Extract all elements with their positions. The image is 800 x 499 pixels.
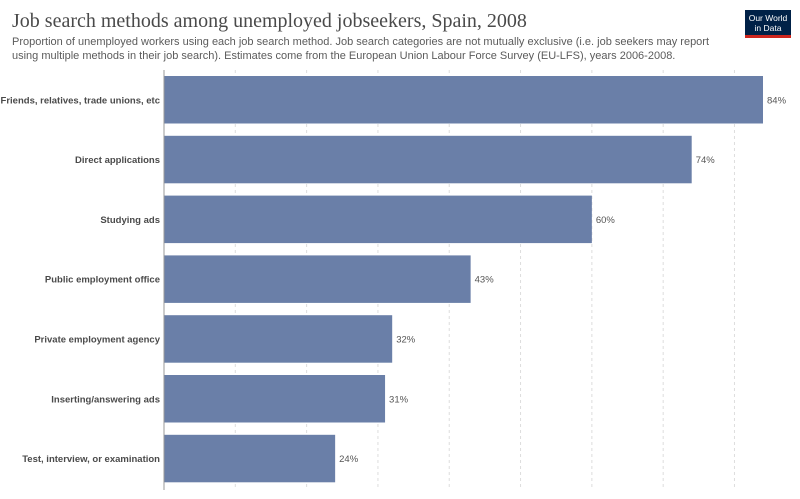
value-label: 60% [596,215,616,226]
category-label: Inserting/answering ads [51,394,160,405]
value-label: 84% [767,95,787,106]
value-label: 24% [339,454,359,465]
value-label: 32% [396,334,416,345]
chart-subtitle: Proportion of unemployed workers using e… [12,36,710,62]
owid-logo[interactable]: Our World in Data [745,10,791,38]
value-label: 74% [696,155,716,166]
category-label: Private employment agency [34,334,160,345]
category-label: Test, interview, or examination [22,454,160,465]
logo-line-1: Our World [748,13,788,23]
bar [164,76,763,124]
logo-line-2: in Data [754,23,782,33]
bar [164,135,692,184]
category-label: Direct applications [75,155,160,166]
bar [164,434,336,483]
category-label: Studying ads [100,215,160,226]
bar [164,315,393,363]
chart-title: Job search methods among unemployed jobs… [12,10,527,32]
value-label: 31% [389,394,409,405]
category-label: Friends, relatives, trade unions, etc [1,95,160,106]
bar [164,375,386,423]
chart-header: Job search methods among unemployed jobs… [12,8,712,63]
bar [164,255,471,303]
bar [164,195,592,244]
value-label: 43% [475,275,495,286]
category-label: Public employment office [45,275,160,286]
